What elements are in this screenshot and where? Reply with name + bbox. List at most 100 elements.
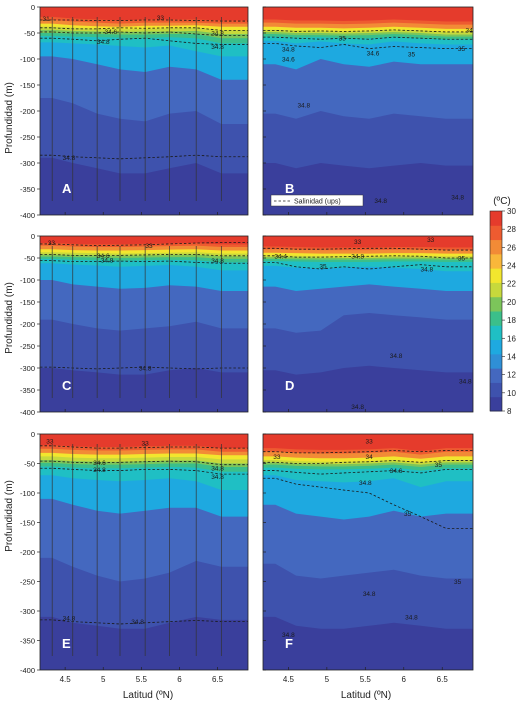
salinity-label: 35	[454, 579, 462, 586]
y-tick-label: -300	[20, 364, 35, 373]
salinity-label: 33	[427, 237, 435, 244]
y-tick-label: -350	[20, 637, 35, 646]
salinity-label: 33	[46, 439, 54, 446]
colorbar-tick-label: 16	[507, 334, 516, 343]
colorbar-tick-label: 30	[507, 207, 516, 216]
salinity-label: 34.6	[93, 460, 106, 467]
salinity-label: 35	[458, 256, 466, 263]
colorbar-segment	[490, 211, 502, 226]
salinity-label: 34.8	[351, 253, 364, 260]
salinity-contour-34.4	[40, 27, 248, 31]
colorbar-tick-label: 12	[507, 371, 516, 380]
colorbar-segment	[490, 325, 502, 341]
salinity-contour-34	[263, 29, 473, 33]
salinity-contour-35	[263, 43, 473, 50]
temperature-field	[263, 236, 473, 412]
salinity-contour-34.6	[40, 31, 248, 36]
colorbar-tick-label: 14	[507, 352, 516, 361]
salinity-label: 35	[435, 462, 443, 469]
colorbar-tick-label: 26	[507, 243, 516, 252]
x-tick-label: 4.5	[283, 675, 295, 684]
y-tick-label: -350	[20, 386, 35, 395]
salinity-label: 34.8	[63, 616, 76, 623]
salinity-label: 34.8	[351, 404, 364, 411]
salinity-label: 34.8	[211, 474, 224, 481]
salinity-label: 34.8	[97, 39, 110, 46]
colorbar-tick-label: 8	[507, 407, 512, 416]
y-tick-label: -300	[20, 159, 35, 168]
colorbar-segment	[490, 282, 502, 298]
colorbar-frame	[489, 210, 503, 412]
y-tick-label: -50	[24, 254, 35, 263]
panel-label: D	[285, 378, 294, 393]
y-tick-label: -400	[20, 211, 35, 220]
x-tick-label: 5.5	[136, 675, 148, 684]
salinity-contour-33	[40, 445, 248, 449]
colorbar: 30 28 26 24 22 20 18 16 14 12 10 8	[489, 207, 516, 416]
salinity-contours	[40, 19, 248, 160]
salinity-label: 34.8	[211, 466, 224, 473]
y-axis-label-middle: Profundidad (m)	[4, 282, 15, 354]
salinity-label: 33	[157, 15, 165, 22]
colorbar-segment	[490, 253, 502, 269]
salinity-contour-34.8	[40, 154, 248, 160]
salinity-label: 34.8	[93, 467, 106, 474]
salinity-contour-34.4	[40, 460, 248, 466]
salinity-label: 34.8	[451, 194, 464, 201]
temperature-field	[263, 7, 473, 215]
legend-label: Salinidad (ups)	[294, 199, 341, 206]
colorbar-segment	[490, 311, 502, 326]
salinity-label: 34	[466, 27, 474, 34]
salinity-label: 33	[145, 243, 153, 250]
y-tick-label: -250	[20, 133, 35, 142]
temperature-field	[263, 434, 473, 670]
salinity-contour-34.4	[40, 254, 248, 257]
salinity-contours	[263, 450, 473, 529]
salinity-label: 34.6	[390, 468, 403, 475]
temperature-band-30	[263, 236, 473, 248]
panel-label: C	[62, 378, 72, 393]
y-tick-label: -300	[20, 607, 35, 616]
colorbar-segment	[490, 353, 502, 369]
temperature-band-30	[263, 7, 473, 22]
salinity-label: 33	[48, 240, 56, 247]
salinity-label: 33	[354, 239, 362, 246]
x-tick-label: 5.5	[360, 675, 372, 684]
y-tick-label: -200	[20, 548, 35, 557]
y-tick-label: -150	[20, 519, 35, 528]
salinity-label: 34.6	[282, 57, 295, 64]
salinity-label: 35	[408, 51, 416, 58]
y-axis-label-bottom: Profundidad (m)	[4, 480, 15, 552]
salinity-label: 34.8	[63, 155, 76, 162]
y-tick-label: -50	[24, 460, 35, 469]
y-tick-label: -50	[24, 29, 35, 38]
salinity-label: 34.8	[405, 614, 418, 621]
y-tick-label: 0	[31, 430, 35, 439]
salinity-contour-33	[40, 19, 248, 22]
panel-label: B	[285, 181, 294, 196]
salinity-label: 34.8	[211, 258, 224, 265]
colorbar-tick-label: 10	[507, 389, 516, 398]
salinity-label: 35	[458, 46, 466, 53]
salinity-label: 33	[142, 440, 150, 447]
salinity-contour-34.8	[263, 469, 473, 475]
y-tick-label: 0	[31, 232, 35, 241]
y-axis-label-top: Profundidad (m)	[4, 82, 15, 154]
salinity-label: 35	[319, 263, 327, 270]
y-tick-label: -200	[20, 107, 35, 116]
salinity-contour-33	[263, 450, 473, 454]
salinity-contour-34.8	[40, 366, 248, 370]
salinity-label: 35	[404, 511, 412, 518]
salinity-label: 33	[273, 454, 281, 461]
colorbar-tick-label: 28	[507, 225, 516, 234]
salinity-label: 34.8	[421, 267, 434, 274]
colorbar-segment	[490, 382, 502, 398]
salinity-contour-33	[40, 242, 248, 247]
salinity-label: 34.8	[459, 379, 472, 386]
colorbar-segment	[490, 368, 502, 383]
salinity-label: 34.8	[282, 47, 295, 54]
salinity-label: 34.8	[139, 366, 152, 373]
salinity-contour-35	[263, 477, 473, 529]
